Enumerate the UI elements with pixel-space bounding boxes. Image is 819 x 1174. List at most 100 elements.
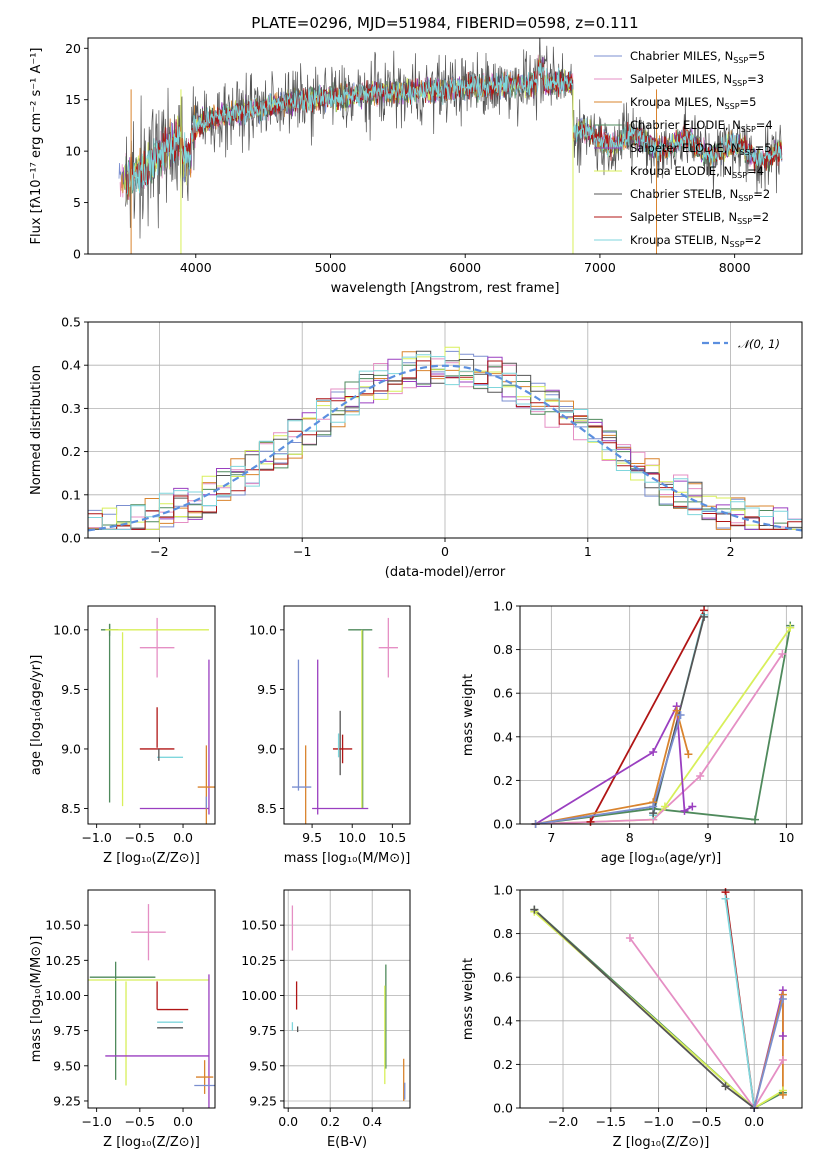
weight-marker [649, 802, 658, 811]
weight-marker [586, 817, 595, 826]
y-tick-label: 10.00 [45, 988, 81, 1003]
legend-entry: Chabrier MILES, NSSP=5 [630, 49, 765, 65]
legend-entry: Salpeter STELIB, NSSP=2 [630, 210, 769, 226]
y-axis-label: mass [log₁₀(M/M⊙)] [29, 936, 44, 1063]
x-tick-label: −1.5 [596, 1114, 626, 1129]
y-tick-label: 9.75 [53, 1023, 81, 1038]
y-tick-label: 10 [65, 144, 81, 159]
x-tick-label: 0.2 [320, 1114, 340, 1129]
weight-marker [696, 772, 705, 781]
spectrum-series-8 [127, 62, 783, 195]
x-axis-label: Z [log₁₀(Z/Z⊙)] [103, 1135, 200, 1150]
axes-frame [283, 605, 411, 825]
legend-entry: Salpeter ELODIE, NSSP=5 [630, 141, 772, 157]
x-axis-label: Z [log₁₀(Z/Z⊙)] [103, 851, 200, 866]
weight-marker [672, 706, 681, 715]
legend-entry: Chabrier STELIB, NSSP=2 [630, 187, 770, 203]
plot-area [100, 617, 215, 824]
x-tick-label: −2 [150, 544, 168, 559]
y-tick-label: 8.5 [61, 801, 81, 816]
weight-marker [778, 649, 787, 658]
weight-marker [778, 1056, 787, 1065]
x-tick-label: 10.0 [338, 830, 366, 845]
x-tick-label: 6000 [449, 260, 481, 275]
y-tick-label: 0.2 [493, 1057, 513, 1072]
y-tick-label: 0.0 [493, 1101, 513, 1116]
axes-frame [87, 889, 216, 1109]
y-tick-label: 0.1 [61, 487, 81, 502]
plot-area [533, 892, 784, 1108]
y-tick-label: 0 [73, 247, 81, 262]
weight-series-3 [589, 609, 705, 823]
x-tick-label: −0.5 [125, 830, 155, 845]
y-tick-label: 0.0 [493, 817, 513, 832]
x-axis-label: wavelength [Angstrom, rest frame] [331, 281, 560, 296]
axes-frame [519, 889, 803, 1109]
weight-series-0 [535, 625, 792, 824]
axes-frame [87, 37, 803, 255]
legend-entry: Salpeter MILES, NSSP=3 [630, 72, 764, 88]
y-tick-label: 10.0 [249, 622, 277, 637]
y-tick-label: 10.50 [241, 918, 277, 933]
plot-area [535, 609, 792, 824]
x-tick-label: 9 [704, 830, 712, 845]
x-tick-label: −2.0 [548, 1114, 578, 1129]
legend-entry: Kroupa MILES, NSSP=5 [630, 95, 756, 111]
y-tick-label: 9.5 [257, 682, 277, 697]
x-tick-label: 4000 [180, 260, 212, 275]
y-tick-label: 0.8 [493, 926, 513, 941]
x-tick-label: 0.4 [362, 1114, 382, 1129]
y-tick-label: 1.0 [493, 883, 513, 898]
x-tick-label: −1.0 [81, 1114, 111, 1129]
weight-marker [660, 802, 669, 811]
x-tick-label: −1.0 [643, 1114, 673, 1129]
x-tick-label: 10 [778, 830, 794, 845]
x-axis-label: Z [log₁₀(Z/Z⊙)] [613, 1135, 710, 1150]
y-axis-label: age [log₁₀(age/yr)] [29, 655, 44, 776]
x-axis-label: age [log₁₀(age/yr)] [601, 851, 722, 866]
y-tick-label: 0.2 [493, 773, 513, 788]
y-tick-label: 9.5 [61, 682, 81, 697]
x-tick-label: 0.0 [173, 1114, 193, 1129]
weight-marker [649, 748, 658, 757]
x-tick-label: 5000 [315, 260, 347, 275]
y-tick-label: 9.75 [249, 1023, 277, 1038]
plot-area [291, 905, 406, 1101]
plot-area [88, 346, 802, 532]
y-tick-label: 10.50 [45, 918, 81, 933]
histogram-series-8 [88, 354, 802, 530]
x-tick-label: 0.0 [173, 830, 193, 845]
x-tick-label: 7 [547, 830, 555, 845]
legend-entry: Kroupa ELODIE, NSSP=4 [630, 164, 764, 180]
weight-series-8 [753, 998, 784, 1108]
axes-frame [283, 889, 411, 1109]
weight-marker [786, 623, 795, 632]
axes-frame [519, 605, 803, 825]
legend-entry: Chabrier ELODIE, NSSP=4 [630, 118, 773, 134]
weight-series-8 [535, 714, 682, 824]
x-axis-label: (data-model)/error [385, 565, 506, 580]
legend-entry: Kroupa STELIB, NSSP=2 [630, 233, 761, 249]
weight-marker [778, 1090, 787, 1099]
weight-marker [721, 1082, 730, 1091]
weight-marker [700, 612, 709, 621]
weight-marker [778, 995, 787, 1003]
x-tick-label: −0.5 [691, 1114, 721, 1129]
y-tick-label: 0.5 [61, 315, 81, 330]
x-tick-label: −1 [293, 544, 311, 559]
y-tick-label: 0.6 [493, 970, 513, 985]
weight-marker [721, 894, 730, 903]
weight-marker [778, 1032, 787, 1041]
x-tick-label: 0.0 [278, 1114, 298, 1129]
x-tick-label: −1.0 [81, 830, 111, 845]
gaussian-curve [88, 364, 802, 532]
y-tick-label: 0.3 [61, 401, 81, 416]
x-tick-label: 1 [584, 544, 592, 559]
weight-marker [751, 815, 759, 824]
weight-marker [684, 750, 693, 759]
figure-title: PLATE=0296, MJD=51984, FIBERID=0598, z=0… [251, 14, 638, 32]
x-tick-label: 7000 [584, 260, 616, 275]
y-tick-label: 9.50 [53, 1058, 81, 1073]
